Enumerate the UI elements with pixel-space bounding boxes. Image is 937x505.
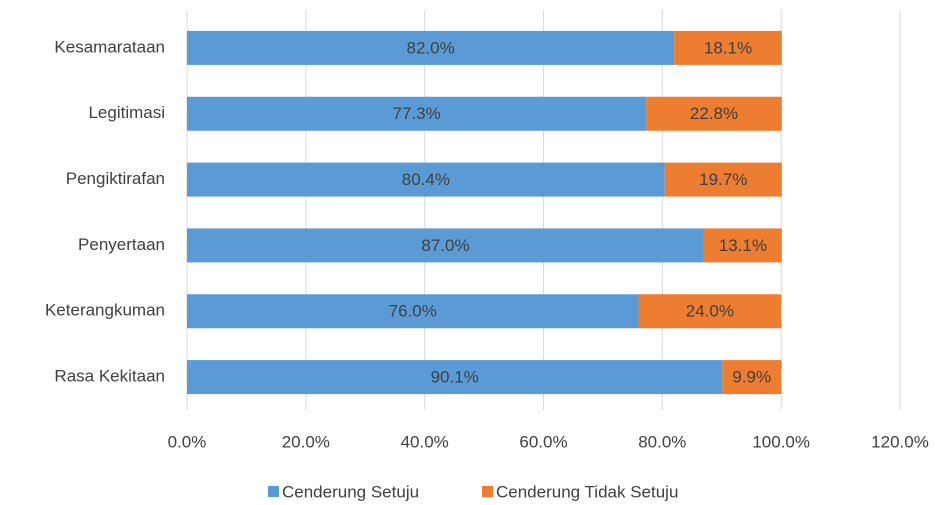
x-tick-label: 0.0% <box>168 432 207 451</box>
y-tick-label: Keterangkuman <box>45 301 165 320</box>
data-label: 80.4% <box>402 170 450 189</box>
bar-segment <box>674 30 782 65</box>
bar-segment <box>187 294 639 329</box>
y-tick-label: Legitimasi <box>88 103 165 122</box>
bar-segment <box>646 96 782 131</box>
data-label: 18.1% <box>704 38 752 57</box>
bar-segment <box>664 162 782 197</box>
bar-segment <box>187 162 665 197</box>
bar-segment <box>187 96 647 131</box>
x-tick-label: 120.0% <box>871 432 929 451</box>
bar-segment <box>703 228 782 263</box>
x-tick-label: 100.0% <box>752 432 810 451</box>
data-label: 76.0% <box>389 302 437 321</box>
bar-segment <box>187 30 675 65</box>
bar-segment <box>187 228 704 263</box>
y-tick-label: Kesamarataan <box>54 37 165 56</box>
x-tick-label: 20.0% <box>282 432 330 451</box>
y-tick-label: Pengiktirafan <box>66 169 165 188</box>
data-label: 22.8% <box>690 104 738 123</box>
data-label: 87.0% <box>421 236 469 255</box>
data-label: 9.9% <box>732 368 771 387</box>
data-label: 24.0% <box>686 302 734 321</box>
data-label: 82.0% <box>407 38 455 57</box>
data-label: 90.1% <box>431 368 479 387</box>
y-tick-label: Rasa Kekitaan <box>54 367 165 386</box>
bar-segment <box>638 294 782 329</box>
bar-segment <box>187 360 723 395</box>
data-label: 19.7% <box>699 170 747 189</box>
x-tick-label: 40.0% <box>401 432 449 451</box>
y-tick-label: Penyertaan <box>78 235 165 254</box>
legend-swatch <box>482 486 493 497</box>
legend-label: Cenderung Setuju <box>282 482 419 501</box>
x-tick-label: 60.0% <box>519 432 567 451</box>
legend-label: Cenderung Tidak Setuju <box>496 482 678 501</box>
legend-swatch <box>268 486 279 497</box>
data-label: 13.1% <box>719 236 767 255</box>
x-tick-label: 80.0% <box>638 432 686 451</box>
bar-segment <box>722 360 782 395</box>
data-label: 77.3% <box>393 104 441 123</box>
